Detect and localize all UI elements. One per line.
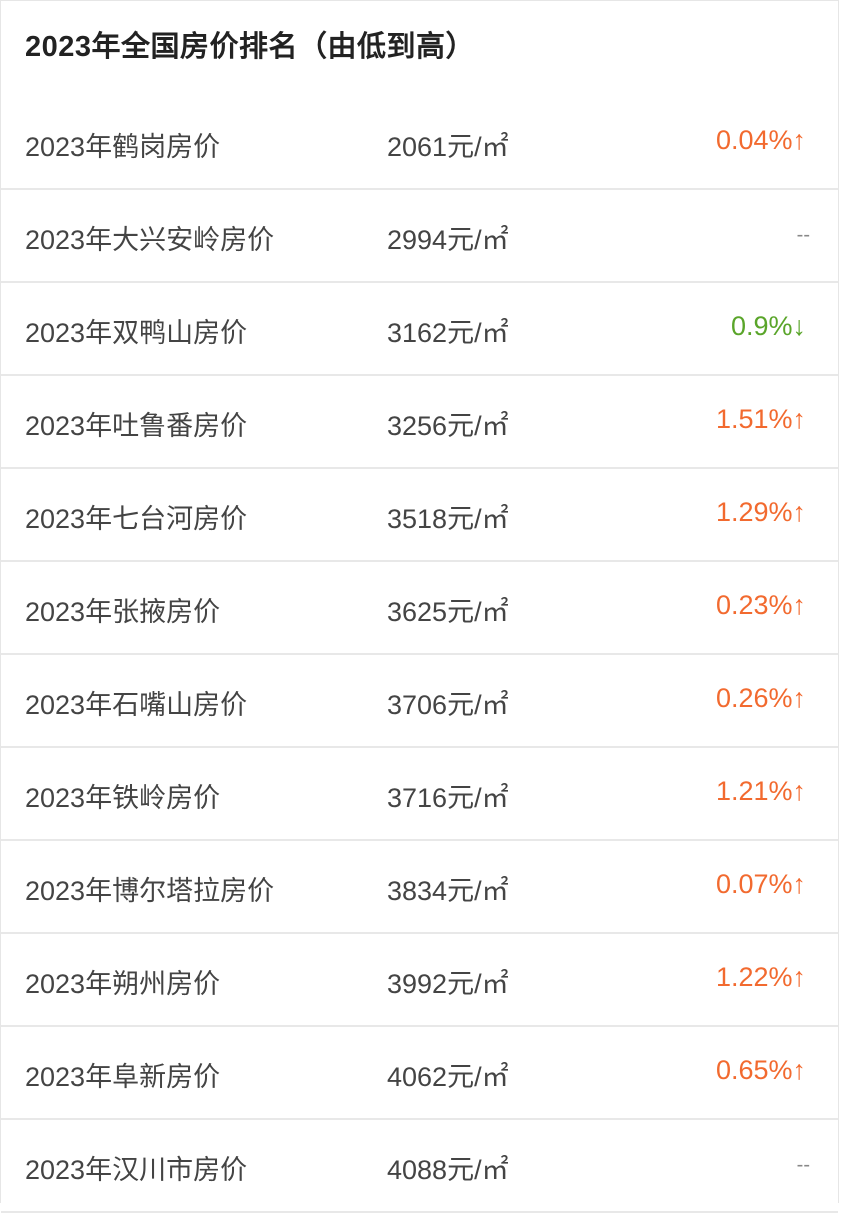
change-up: 0.07%↑ <box>715 869 806 899</box>
price-value: 3162元/㎡ <box>387 318 509 348</box>
change-up: 0.65%↑ <box>715 1055 806 1085</box>
list-item[interactable]: 2023年汉川市房价 4088元/㎡ -- <box>1 1120 838 1213</box>
list-item[interactable]: 2023年铁岭房价 3716元/㎡ 1.21%↑ <box>1 748 838 841</box>
list-item[interactable]: 2023年七台河房价 3518元/㎡ 1.29%↑ <box>1 469 838 562</box>
change-down: 0.9%↓ <box>730 311 806 341</box>
change-up: 1.21%↑ <box>715 776 806 806</box>
price-value: 3992元/㎡ <box>387 969 509 999</box>
city-name-link[interactable]: 2023年鹤岗房价 <box>25 132 221 162</box>
ranking-list: 2023年鹤岗房价 2061元/㎡ 0.04%↑ 2023年大兴安岭房价 2994元/㎡… <box>1 97 838 1213</box>
city-name-link[interactable]: 2023年汉川市房价 <box>25 1155 248 1185</box>
city-name-link[interactable]: 2023年大兴安岭房价 <box>25 225 275 255</box>
city-name-link[interactable]: 2023年吐鲁番房价 <box>25 411 248 441</box>
city-name-link[interactable]: 2023年铁岭房价 <box>25 783 221 813</box>
list-item[interactable]: 2023年博尔塔拉房价 3834元/㎡ 0.07%↑ <box>1 841 838 934</box>
price-value: 3706元/㎡ <box>387 690 509 720</box>
list-item[interactable]: 2023年朔州房价 3992元/㎡ 1.22%↑ <box>1 934 838 1027</box>
change-up: 0.23%↑ <box>715 590 806 620</box>
change-up: 1.22%↑ <box>715 962 806 992</box>
page-title: 2023年全国房价排名（由低到高） <box>25 31 476 63</box>
change-up: 1.51%↑ <box>715 404 806 434</box>
change-none: -- <box>796 1154 810 1176</box>
price-value: 3625元/㎡ <box>387 597 509 627</box>
list-item[interactable]: 2023年阜新房价 4062元/㎡ 0.65%↑ <box>1 1027 838 1120</box>
change-up: 0.04%↑ <box>715 125 806 155</box>
list-item[interactable]: 2023年吐鲁番房价 3256元/㎡ 1.51%↑ <box>1 376 838 469</box>
price-value: 2994元/㎡ <box>387 225 509 255</box>
price-value: 3256元/㎡ <box>387 411 509 441</box>
city-name-link[interactable]: 2023年阜新房价 <box>25 1062 221 1092</box>
price-value: 2061元/㎡ <box>387 132 509 162</box>
city-name-link[interactable]: 2023年石嘴山房价 <box>25 690 248 720</box>
price-value: 4062元/㎡ <box>387 1062 509 1092</box>
city-name-link[interactable]: 2023年张掖房价 <box>25 597 221 627</box>
list-item[interactable]: 2023年双鸭山房价 3162元/㎡ 0.9%↓ <box>1 283 838 376</box>
change-up: 0.26%↑ <box>715 683 806 713</box>
price-value: 3518元/㎡ <box>387 504 509 534</box>
list-item[interactable]: 2023年鹤岗房价 2061元/㎡ 0.04%↑ <box>1 97 838 190</box>
city-name-link[interactable]: 2023年双鸭山房价 <box>25 318 248 348</box>
price-value: 3716元/㎡ <box>387 783 509 813</box>
change-up: 1.29%↑ <box>715 497 806 527</box>
price-value: 3834元/㎡ <box>387 876 509 906</box>
list-item[interactable]: 2023年大兴安岭房价 2994元/㎡ -- <box>1 190 838 283</box>
city-name-link[interactable]: 2023年博尔塔拉房价 <box>25 876 275 906</box>
list-item[interactable]: 2023年张掖房价 3625元/㎡ 0.23%↑ <box>1 562 838 655</box>
city-name-link[interactable]: 2023年朔州房价 <box>25 969 221 999</box>
price-value: 4088元/㎡ <box>387 1155 509 1185</box>
list-item[interactable]: 2023年石嘴山房价 3706元/㎡ 0.26%↑ <box>1 655 838 748</box>
city-name-link[interactable]: 2023年七台河房价 <box>25 504 248 534</box>
change-none: -- <box>796 224 810 246</box>
